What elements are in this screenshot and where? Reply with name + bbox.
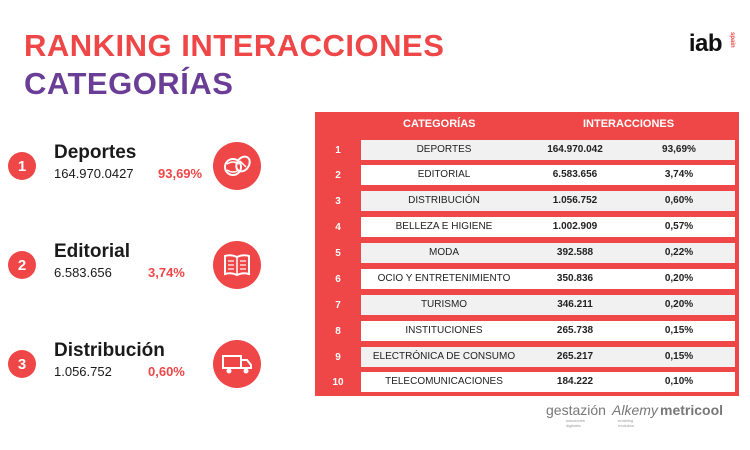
row-category: DEPORTES	[416, 144, 472, 155]
row-percent: 0,60%	[664, 195, 694, 206]
alkemy-logo: Alkemy	[612, 402, 658, 418]
header-interactions: INTERACCIONES	[583, 118, 675, 130]
row-cell: TURISMO 346.211 0,20%	[361, 295, 735, 315]
truck-icon	[213, 340, 261, 388]
table-row: 5 MODA 392.588 0,22%	[315, 242, 739, 264]
rank-value: 164.970.0427	[54, 166, 134, 181]
ranking-table: CATEGORÍAS INTERACCIONES 1 DEPORTES 164.…	[315, 112, 739, 396]
metricool-logo: metricool	[660, 402, 724, 418]
table-row: 10 TELECOMUNICACIONES 184.222 0,10%	[315, 371, 739, 393]
row-percent: 0,22%	[664, 247, 694, 258]
rank-name: Deportes	[54, 142, 137, 163]
row-category: TURISMO	[420, 299, 468, 310]
row-percent: 93,69%	[662, 144, 696, 155]
row-rank: 10	[332, 376, 344, 388]
row-rank: 5	[335, 247, 341, 259]
rank-value: 1.056.752	[54, 364, 112, 379]
row-percent: 0,20%	[664, 273, 694, 284]
row-percent: 0,10%	[664, 376, 694, 387]
title-line-2: CATEGORÍAS	[24, 66, 234, 101]
rank-badge: 1	[8, 152, 36, 180]
title-line-1: RANKING INTERACCIONES	[24, 28, 445, 63]
row-cell: DEPORTES 164.970.042 93,69%	[361, 140, 735, 160]
rank-value: 6.583.656	[54, 265, 112, 280]
row-cell: OCIO Y ENTRETENIMIENTO 350.836 0,20%	[361, 269, 735, 289]
row-cell: MODA 392.588 0,22%	[361, 243, 735, 263]
rank-badge: 2	[8, 251, 36, 279]
alkemy-tagline: enabling evolution	[618, 418, 635, 428]
top-rank-2: 2 Editorial 6.583.656 3,74%	[8, 241, 278, 291]
rank-name: Editorial	[54, 241, 131, 262]
row-interactions: 184.222	[556, 376, 594, 387]
row-cell: EDITORIAL 6.583.656 3,74%	[361, 165, 735, 185]
table-row: 8 INSTITUCIONES 265.738 0,15%	[315, 320, 739, 342]
row-percent: 0,15%	[664, 351, 694, 362]
row-interactions: 6.583.656	[552, 169, 598, 180]
row-interactions: 1.002.909	[552, 221, 598, 232]
row-cell: ELECTRÓNICA DE CONSUMO 265.217 0,15%	[361, 347, 735, 367]
row-interactions: 350.836	[556, 273, 594, 284]
row-percent: 0,15%	[664, 325, 694, 336]
iab-logo: iab spain	[688, 30, 735, 57]
header-categories: CATEGORÍAS	[403, 118, 476, 130]
table-row: 1 DEPORTES 164.970.042 93,69%	[315, 139, 739, 161]
logo-sub: spain	[728, 32, 735, 48]
table-row: 7 TURISMO 346.211 0,20%	[315, 294, 739, 316]
row-interactions: 392.588	[556, 247, 594, 258]
row-interactions: 265.217	[556, 351, 594, 362]
gestazion-logo: gestazión	[546, 402, 606, 418]
row-category: DISTRIBUCIÓN	[408, 195, 480, 206]
row-cell: BELLEZA E HIGIENE 1.002.909 0,57%	[361, 217, 735, 237]
row-rank: 1	[335, 144, 341, 156]
top-rank-3: 3 Distribución 1.056.752 0,60%	[8, 340, 278, 390]
row-percent: 3,74%	[664, 169, 694, 180]
row-category: INSTITUCIONES	[405, 325, 483, 336]
rank-percent: 0,60%	[148, 364, 185, 379]
row-interactions: 346.211	[557, 299, 593, 310]
row-rank: 9	[335, 351, 341, 363]
rank-badge: 3	[8, 350, 36, 378]
row-percent: 0,57%	[664, 221, 694, 232]
row-category: MODA	[429, 247, 459, 258]
rank-percent: 3,74%	[148, 265, 185, 280]
row-rank: 3	[335, 195, 341, 207]
gestazion-tagline: soluciones digitales	[566, 418, 585, 428]
top-rank-1: 1 Deportes 164.970.0427 93,69%	[8, 142, 278, 192]
ball-icon	[213, 142, 261, 190]
table-row: 2 EDITORIAL 6.583.656 3,74%	[315, 164, 739, 186]
row-rank: 8	[335, 325, 341, 337]
table-header: CATEGORÍAS INTERACCIONES	[315, 112, 739, 136]
row-interactions: 1.056.752	[552, 195, 598, 206]
row-rank: 7	[335, 299, 341, 311]
row-category: TELECOMUNICACIONES	[385, 376, 503, 387]
rank-name: Distribución	[54, 340, 165, 361]
table-row: 9 ELECTRÓNICA DE CONSUMO 265.217 0,15%	[315, 346, 739, 368]
book-icon	[213, 241, 261, 289]
row-interactions: 164.970.042	[547, 144, 603, 155]
rank-percent: 93,69%	[158, 166, 203, 181]
row-cell: TELECOMUNICACIONES 184.222 0,10%	[361, 372, 735, 392]
row-cell: INSTITUCIONES 265.738 0,15%	[361, 321, 735, 341]
row-category: OCIO Y ENTRETENIMIENTO	[377, 273, 511, 284]
row-category: EDITORIAL	[417, 169, 471, 180]
row-percent: 0,20%	[664, 299, 694, 310]
row-rank: 2	[335, 169, 341, 181]
table-row: 6 OCIO Y ENTRETENIMIENTO 350.836 0,20%	[315, 268, 739, 290]
row-category: BELLEZA E HIGIENE	[395, 221, 493, 232]
table-row: 3 DISTRIBUCIÓN 1.056.752 0,60%	[315, 190, 739, 212]
row-interactions: 265.738	[556, 325, 594, 336]
logo-text: iab	[688, 30, 723, 57]
row-rank: 4	[335, 221, 341, 233]
row-rank: 6	[335, 273, 341, 285]
row-category: ELECTRÓNICA DE CONSUMO	[372, 351, 516, 362]
table-row: 4 BELLEZA E HIGIENE 1.002.909 0,57%	[315, 216, 739, 238]
row-cell: DISTRIBUCIÓN 1.056.752 0,60%	[361, 191, 735, 211]
